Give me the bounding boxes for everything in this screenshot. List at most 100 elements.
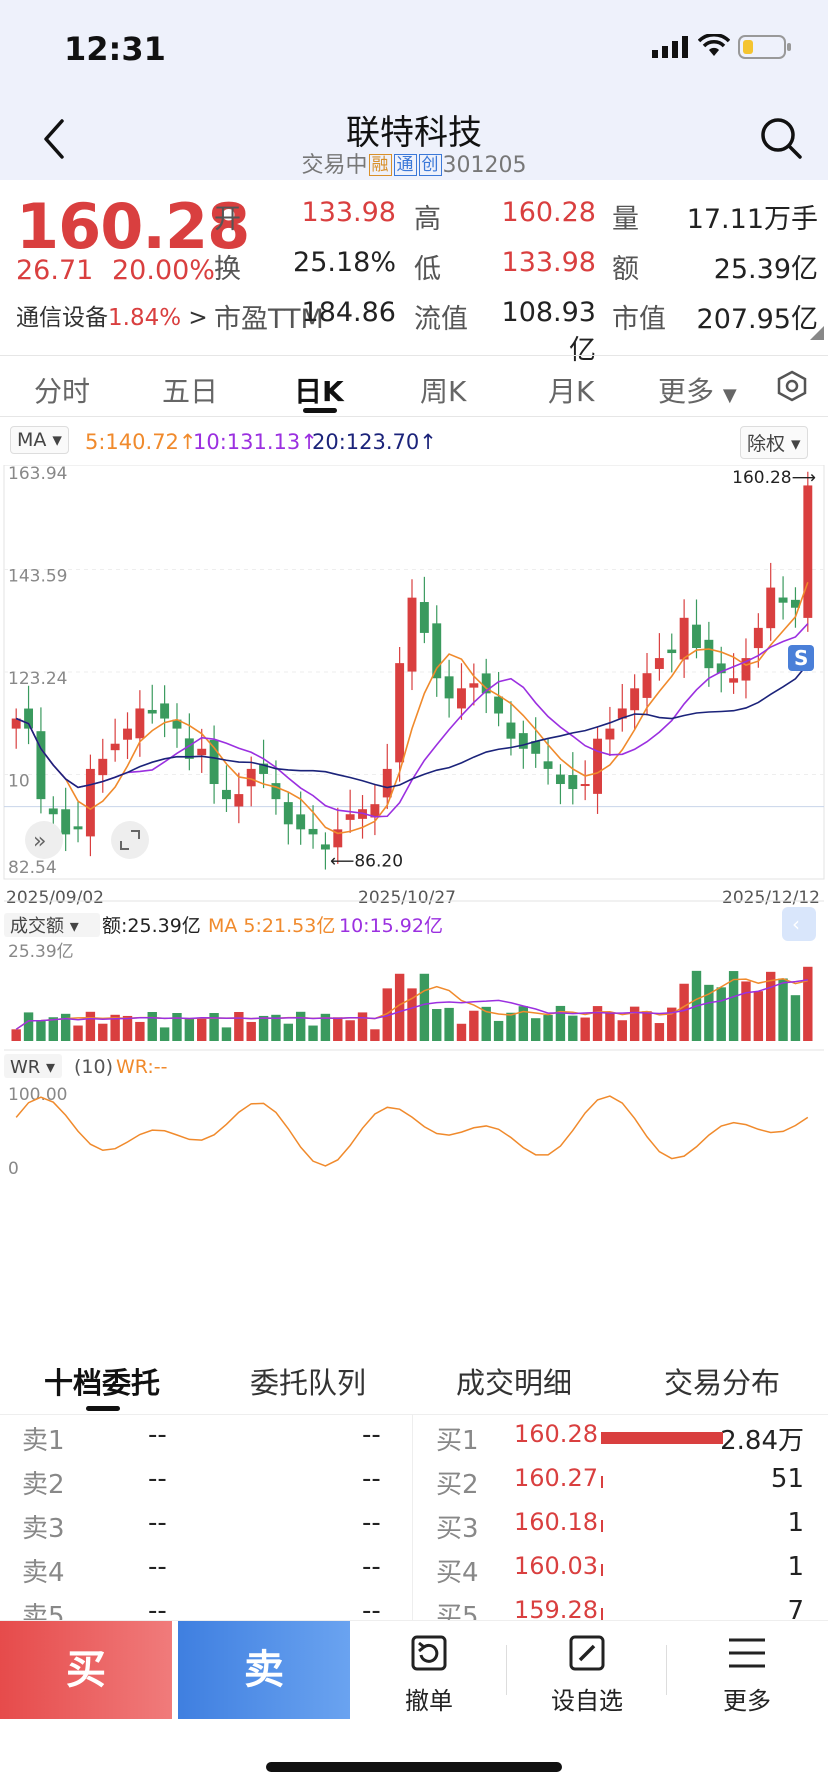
buy-level-label: 买4 <box>436 1558 479 1588</box>
y-axis-label: 10 <box>8 771 30 791</box>
label-amount: 额 <box>612 254 639 285</box>
indicator-select[interactable]: MA ▾ <box>10 426 69 454</box>
tab-daily-k[interactable]: 日K <box>294 375 344 408</box>
value-amount: 25.39亿 <box>713 254 818 285</box>
ma10-line <box>15 623 809 818</box>
buy-depth-bar <box>601 1608 603 1620</box>
volume-bar <box>778 978 788 1041</box>
search-icon[interactable] <box>758 115 804 161</box>
candle-body <box>234 794 244 807</box>
fullscreen-icon <box>120 830 140 850</box>
buy-depth-bar <box>601 1476 603 1488</box>
corner-expand-icon[interactable] <box>810 326 824 340</box>
tab-monthly-k[interactable]: 月K <box>548 375 595 408</box>
volume-bar <box>704 984 714 1041</box>
tab-ten-levels[interactable]: 十档委托 <box>44 1366 161 1400</box>
kline-chart[interactable]: 163.94 143.59 123.24 10 82.54 160.28⟶ ⟵86.20 20… <box>0 465 828 1345</box>
volume-value: 额:25.39亿 <box>102 915 201 937</box>
label-low: 低 <box>414 254 441 285</box>
back-arrow-icon[interactable] <box>36 117 72 161</box>
volume-bar <box>530 1018 541 1041</box>
candle-body <box>778 597 788 603</box>
candle-body <box>580 784 590 787</box>
value-low: 133.98 <box>501 247 596 278</box>
value-market-cap: 207.95亿 <box>696 304 818 335</box>
candle-body <box>48 808 58 815</box>
label-market-cap: 市值 <box>612 304 666 335</box>
tab-intraday[interactable]: 分时 <box>34 375 91 408</box>
signal-marker-label: S <box>794 646 808 670</box>
sell-button[interactable]: 卖 <box>178 1621 350 1719</box>
add-watchlist-button[interactable]: 设自选 <box>532 1631 642 1716</box>
last-price: 160.28 <box>16 190 250 263</box>
sell-level-label: 卖3 <box>22 1514 65 1544</box>
volume-bar <box>283 1023 294 1041</box>
volume-bar <box>592 1006 603 1041</box>
volume-bar <box>221 1027 232 1041</box>
adjust-select[interactable]: 除权 ▾ <box>740 426 808 459</box>
volume-bar <box>629 1006 640 1041</box>
tab-weekly-k[interactable]: 周K <box>420 375 467 408</box>
value-open: 133.98 <box>301 197 396 228</box>
candle-body <box>370 804 380 818</box>
volume-bar <box>184 1018 195 1041</box>
wr-line <box>15 1095 809 1167</box>
ma10-value: 10:131.13↑ <box>193 430 318 454</box>
sector-link[interactable]: 通信设备1.84% > <box>16 305 208 331</box>
buy-depth-bar <box>601 1432 723 1444</box>
tab-order-queue[interactable]: 委托队列 <box>250 1366 367 1400</box>
settings-hexagon-icon[interactable] <box>776 370 808 402</box>
candle-body <box>110 743 120 751</box>
volume-indicator-select <box>4 913 100 937</box>
candle-body <box>605 728 615 740</box>
volume-bar <box>159 1027 170 1041</box>
value-volume: 17.11万手 <box>686 204 818 235</box>
volume-bar <box>209 1013 219 1041</box>
volume-bar <box>481 1006 491 1041</box>
price-change: 26.71 <box>16 255 94 286</box>
tab-five-day[interactable]: 五日 <box>162 375 219 408</box>
tag-connect: 通 <box>393 154 417 176</box>
candle-body <box>531 741 541 754</box>
label-high: 高 <box>414 204 441 235</box>
battery-low-icon <box>738 35 791 59</box>
nav-bar: 联特科技 交易中融通创 301205 <box>0 95 828 180</box>
candle-body <box>654 658 664 669</box>
volume-ma10-line <box>15 979 808 1030</box>
candle-body <box>568 775 578 790</box>
volume-bar <box>469 1010 479 1041</box>
tab-trade-distribution[interactable]: 交易分布 <box>664 1366 781 1400</box>
sell-level-volume: -- <box>362 1420 381 1450</box>
tab-more[interactable]: 更多 ▼ <box>658 370 737 410</box>
candle-body <box>555 774 565 785</box>
wr-param: (10) <box>74 1056 113 1078</box>
buy-level-price: 159.28 <box>514 1596 598 1624</box>
home-indicator <box>266 1762 562 1772</box>
volume-bar <box>407 988 417 1041</box>
buy-button[interactable]: 买 <box>0 1621 172 1719</box>
candle-body <box>630 688 640 711</box>
trading-state: 交易中 <box>301 153 368 178</box>
cancel-order-button[interactable]: 撤单 <box>374 1631 484 1716</box>
label-turnover: 换 <box>214 254 241 285</box>
status-bar: 12:31 <box>0 0 828 95</box>
volume-ma5: MA 5:21.53亿 <box>208 915 335 937</box>
volume-bar <box>394 973 405 1041</box>
cancel-order-label: 撤单 <box>405 1687 453 1715</box>
more-button[interactable]: 更多 <box>692 1631 802 1716</box>
label-pe: 市盈TTM <box>214 304 324 335</box>
buy-level-volume: 1 <box>787 1552 804 1582</box>
ma20-text: 20:123.70 <box>312 430 420 454</box>
value-turnover: 25.18% <box>293 247 396 278</box>
divider <box>412 1414 413 1624</box>
tab-trade-details[interactable]: 成交明细 <box>456 1366 573 1400</box>
stock-name: 联特科技 <box>346 113 482 153</box>
candle-body <box>506 722 516 739</box>
adjust-label: 除权 <box>747 433 786 455</box>
y-axis-label: 143.59 <box>8 567 67 587</box>
candle-body <box>481 673 491 694</box>
sell-level-volume: -- <box>362 1552 381 1582</box>
volume-bar <box>654 1023 665 1041</box>
candle-body <box>407 597 417 672</box>
